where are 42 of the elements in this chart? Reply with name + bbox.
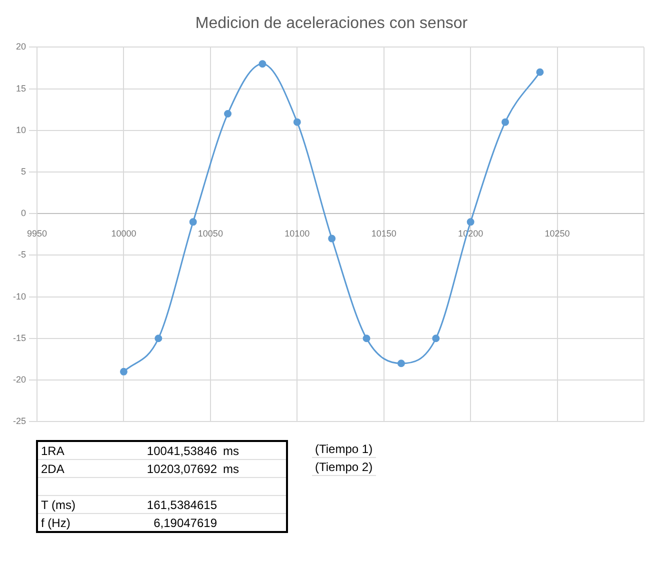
y-tick-label: 10 — [16, 124, 26, 135]
point — [502, 118, 510, 126]
chart-title: Medicion de aceleraciones con sensor — [195, 15, 468, 32]
point — [466, 218, 474, 226]
y-tick-label: -25 — [12, 416, 26, 426]
point — [154, 334, 162, 342]
y-tick-label: -5 — [18, 250, 26, 260]
y-tick-label: -15 — [12, 332, 26, 343]
y-tick-label: 20 — [16, 42, 26, 52]
point — [189, 218, 197, 226]
text: ms — [220, 441, 287, 460]
x-tick-label: 10000 — [111, 228, 136, 238]
text: 6,19047619 — [114, 514, 220, 532]
point — [536, 68, 544, 76]
y-tick-label: 15 — [16, 83, 26, 94]
x-tick-label: 10100 — [284, 228, 310, 238]
x-tick-label: 10150 — [371, 228, 396, 238]
y-tick-label: 0 — [20, 208, 26, 218]
x-tick-label: 10250 — [544, 228, 570, 238]
text: f (Hz) — [37, 514, 114, 532]
y-tick-label: -20 — [12, 374, 26, 384]
text: 2DA — [37, 460, 114, 478]
x-tick-label: 9950 — [26, 228, 48, 238]
text: (Tiempo 2) — [312, 458, 376, 476]
x-tick-label: 10050 — [198, 228, 223, 238]
point — [362, 334, 370, 342]
point — [397, 360, 405, 368]
y-tick-label: -10 — [12, 291, 26, 302]
text: ms — [220, 460, 287, 478]
text: 10041,53846 — [114, 441, 220, 460]
text: T (ms) — [37, 496, 114, 514]
point — [224, 110, 232, 118]
text: 10203,07692 — [114, 460, 220, 478]
point — [328, 234, 336, 242]
y-tick-label: 5 — [20, 166, 26, 176]
point — [432, 334, 440, 342]
point — [293, 118, 301, 126]
text: (Tiempo 1) — [312, 440, 376, 458]
point — [258, 60, 266, 68]
text: 1RA — [37, 441, 114, 460]
text: 161,5384615 — [114, 496, 220, 514]
point — [120, 368, 128, 376]
